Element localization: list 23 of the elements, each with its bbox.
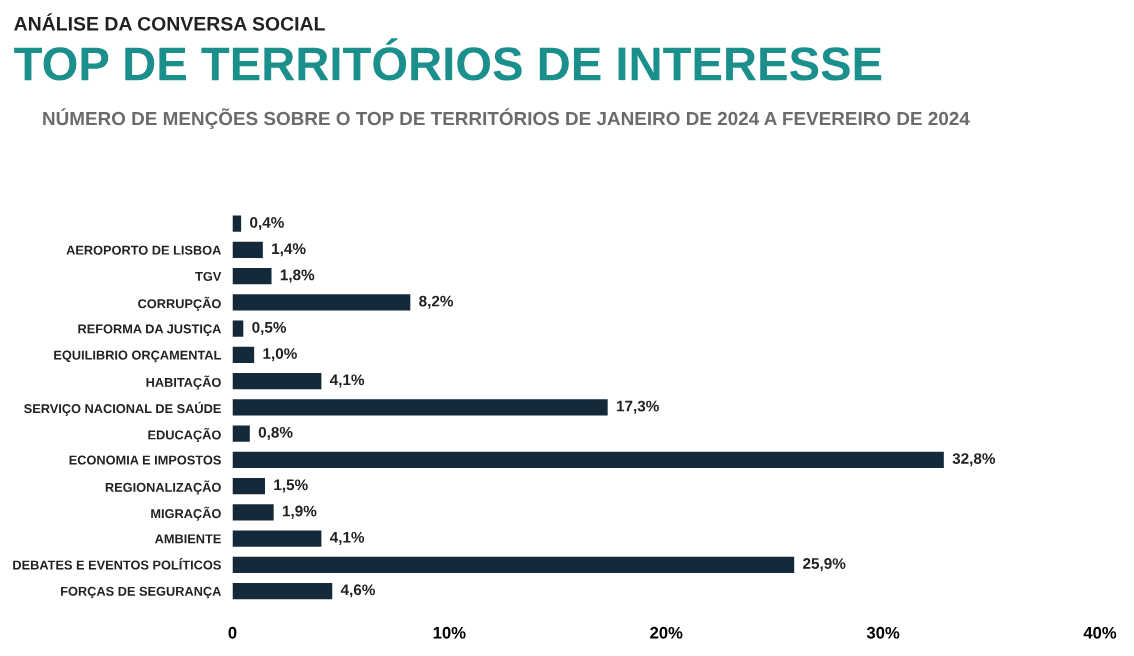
bar xyxy=(232,268,272,285)
chart-title: TOP DE TERRITÓRIOS DE INTERESSE xyxy=(14,38,882,81)
x-tick-label: 10% xyxy=(433,626,466,639)
bar xyxy=(232,320,244,337)
x-tick-label: 20% xyxy=(650,626,683,639)
bar xyxy=(232,477,265,495)
bar xyxy=(232,582,333,600)
bar xyxy=(232,215,242,232)
chart-subtitle: NÚMERO DE MENÇÕES SOBRE O TOP DE TERRITÓRIOS DE JANEIRO DE 2024 A FEVEREIRO DE 2024 xyxy=(43,108,970,129)
x-tick-label: 30% xyxy=(866,626,900,639)
bar xyxy=(232,399,608,416)
bar xyxy=(232,504,274,521)
x-tick-label: 0 xyxy=(228,626,237,639)
bar xyxy=(232,556,795,573)
bar xyxy=(232,241,263,259)
text: ANÁLISE DA CONVERSA SOCIAL xyxy=(14,13,325,31)
bar xyxy=(232,530,322,547)
bar xyxy=(232,425,250,442)
bar xyxy=(232,346,255,364)
bar xyxy=(232,373,322,390)
x-tick-label: 40% xyxy=(1083,626,1117,639)
bar xyxy=(232,294,411,311)
bar xyxy=(232,451,944,468)
